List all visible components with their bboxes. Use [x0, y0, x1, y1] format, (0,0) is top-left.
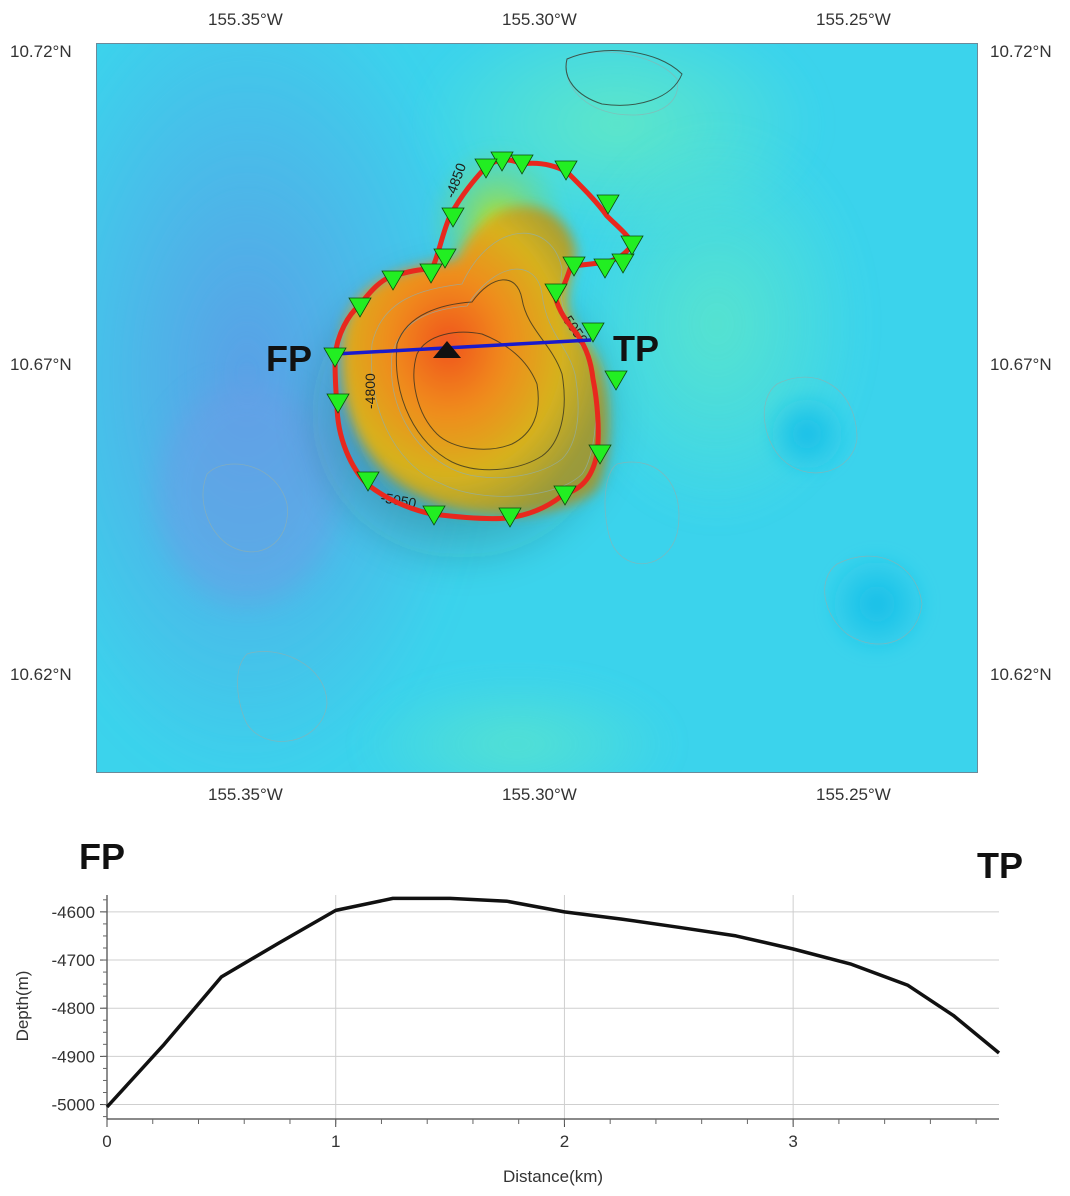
lon-tick-top-2: 155.30°W — [502, 10, 577, 29]
triangle-down-marker — [419, 263, 443, 284]
x-tick-label: 3 — [788, 1132, 797, 1151]
triangle-down-marker — [604, 370, 628, 391]
lon-tick-bottom-3: 155.25°W — [816, 785, 891, 804]
y-axis-title: Depth(m) — [13, 971, 32, 1042]
triangle-down-marker — [581, 322, 605, 343]
lat-tick-right-1: 10.72°N — [990, 42, 1052, 61]
triangle-down-marker — [323, 347, 347, 368]
triangle-down-marker — [554, 160, 578, 181]
contour-label: -4800 — [362, 373, 378, 409]
bathymetry-map-canvas: -4800 -5050 -5050 -4850 — [97, 44, 977, 772]
profile-line — [334, 338, 592, 356]
y-tick-label: -4700 — [52, 951, 95, 970]
bathymetry-map: -4800 -5050 -5050 -4850 — [96, 43, 978, 773]
triangle-down-marker — [441, 207, 465, 228]
y-tick-label: -4800 — [52, 999, 95, 1018]
lat-tick-left-2: 10.67°N — [10, 355, 72, 374]
profile-fp-label: FP — [79, 836, 126, 877]
tp-label: TP — [613, 328, 660, 369]
depth-profile-series — [105, 896, 1001, 1109]
triangle-down-marker — [422, 505, 446, 526]
lon-tick-top-1: 155.35°W — [208, 10, 283, 29]
y-tick-label: -4900 — [52, 1047, 95, 1066]
triangle-down-marker — [326, 393, 350, 414]
x-tick-label: 2 — [560, 1132, 569, 1151]
fp-label: FP — [266, 338, 313, 379]
lat-tick-left-1: 10.72°N — [10, 42, 72, 61]
triangle-down-marker — [433, 248, 457, 269]
triangle-down-marker — [596, 194, 620, 215]
triangle-down-marker — [498, 507, 522, 528]
lat-tick-left-3: 10.62°N — [10, 665, 72, 684]
triangle-down-marker — [510, 154, 534, 175]
lat-tick-right-3: 10.62°N — [990, 665, 1052, 684]
triangle-down-marker — [544, 283, 568, 304]
y-tick-label: -5000 — [52, 1096, 95, 1115]
triangle-down-marker — [553, 485, 577, 506]
triangle-down-marker — [620, 235, 644, 256]
summit-triangle-icon — [433, 341, 461, 358]
triangle-down-marker — [593, 258, 617, 279]
lon-tick-bottom-1: 155.35°W — [208, 785, 283, 804]
triangle-down-marker — [348, 297, 372, 318]
lat-tick-right-2: 10.67°N — [990, 355, 1052, 374]
triangle-down-marker — [490, 151, 514, 172]
triangle-down-marker — [356, 471, 380, 492]
triangle-down-marker — [588, 444, 612, 465]
y-tick-label: -4600 — [52, 903, 95, 922]
triangle-down-marker — [562, 256, 586, 277]
triangle-down-marker — [611, 253, 635, 274]
lon-tick-top-3: 155.25°W — [816, 10, 891, 29]
profile-tp-label: TP — [977, 845, 1024, 886]
x-axis-title: Distance(km) — [503, 1167, 603, 1186]
lon-tick-bottom-2: 155.30°W — [502, 785, 577, 804]
x-tick-label: 0 — [102, 1132, 111, 1151]
depth-profile-chart: -4600 -4700 -4800 -4900 -5000 0 1 2 3 Distance(k… — [13, 895, 1001, 1186]
triangle-down-marker — [381, 270, 405, 291]
triangle-down-marker — [474, 158, 498, 179]
x-tick-label: 1 — [331, 1132, 340, 1151]
